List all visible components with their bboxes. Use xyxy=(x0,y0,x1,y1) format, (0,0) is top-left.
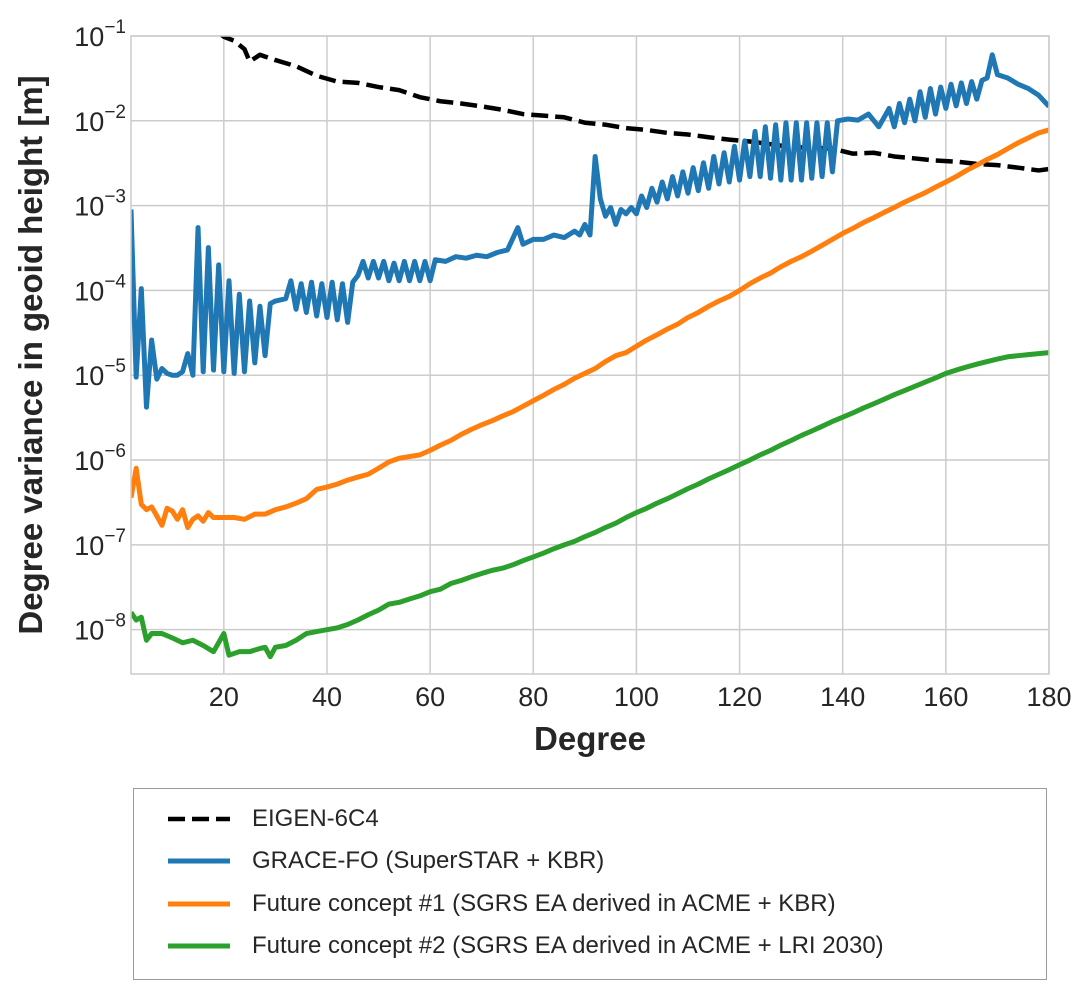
x-tick-label: 140 xyxy=(820,682,865,712)
legend-swatch-concept-1 xyxy=(168,901,230,907)
legend-label-concept-1: Future concept #1 (SGRS EA derived in AC… xyxy=(252,890,836,917)
y-tick-label: 10−1 xyxy=(74,17,126,52)
y-tick-labels: 10−8 10−7 10−6 10−5 10−4 10−3 10−2 10−1 xyxy=(74,17,126,646)
x-tick-label: 180 xyxy=(1026,682,1071,712)
y-tick-label: 10−5 xyxy=(74,356,126,391)
y-tick-label: 10−7 xyxy=(74,526,126,561)
x-tick-labels: 20 40 60 80 100 120 140 160 180 xyxy=(209,682,1072,712)
series-layer xyxy=(131,36,1049,660)
y-tick-label: 10−8 xyxy=(74,611,126,646)
legend-label-grace-fo: GRACE-FO (SuperSTAR + KBR) xyxy=(252,847,605,874)
series-future-concept-2 xyxy=(131,350,1049,660)
series-eigen-6c4 xyxy=(219,36,1049,173)
legend-swatch-grace-fo xyxy=(168,858,230,864)
grid xyxy=(131,35,1050,674)
x-tick-label: 40 xyxy=(312,682,342,712)
x-tick-label: 100 xyxy=(614,682,659,712)
y-tick-label: 10−2 xyxy=(74,102,126,137)
y-tick-label: 10−3 xyxy=(74,187,126,222)
legend-label-concept-2: Future concept #2 (SGRS EA derived in AC… xyxy=(252,932,884,959)
x-tick-label: 120 xyxy=(717,682,762,712)
x-tick-label: 60 xyxy=(415,682,445,712)
x-tick-label: 80 xyxy=(518,682,548,712)
legend-swatch-concept-2 xyxy=(168,943,230,949)
legend-swatch-eigen xyxy=(168,816,230,822)
series-future-concept-1 xyxy=(131,127,1049,531)
legend: EIGEN-6C4 GRACE-FO (SuperSTAR + KBR) Fut… xyxy=(133,788,1047,980)
y-axis-label: Degree variance in geoid height [m] xyxy=(12,75,49,634)
x-tick-label: 160 xyxy=(923,682,968,712)
series-grace-fo xyxy=(131,52,1049,410)
y-tick-label: 10−6 xyxy=(74,441,126,476)
legend-label-eigen: EIGEN-6C4 xyxy=(252,805,379,832)
y-tick-label: 10−4 xyxy=(74,271,126,306)
x-axis-label: Degree xyxy=(534,720,646,757)
x-tick-label: 20 xyxy=(209,682,239,712)
plot-frame xyxy=(130,35,1050,675)
